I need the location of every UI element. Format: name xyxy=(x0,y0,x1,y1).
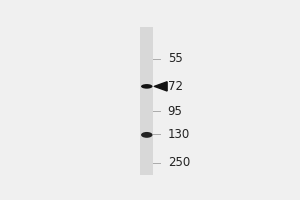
Bar xyxy=(140,27,153,175)
Text: 55: 55 xyxy=(168,52,182,65)
Text: 250: 250 xyxy=(168,156,190,169)
Text: 95: 95 xyxy=(168,105,183,118)
Polygon shape xyxy=(154,82,167,91)
Text: 130: 130 xyxy=(168,128,190,141)
Text: 72: 72 xyxy=(168,80,183,93)
Ellipse shape xyxy=(141,132,152,138)
Ellipse shape xyxy=(141,84,152,89)
